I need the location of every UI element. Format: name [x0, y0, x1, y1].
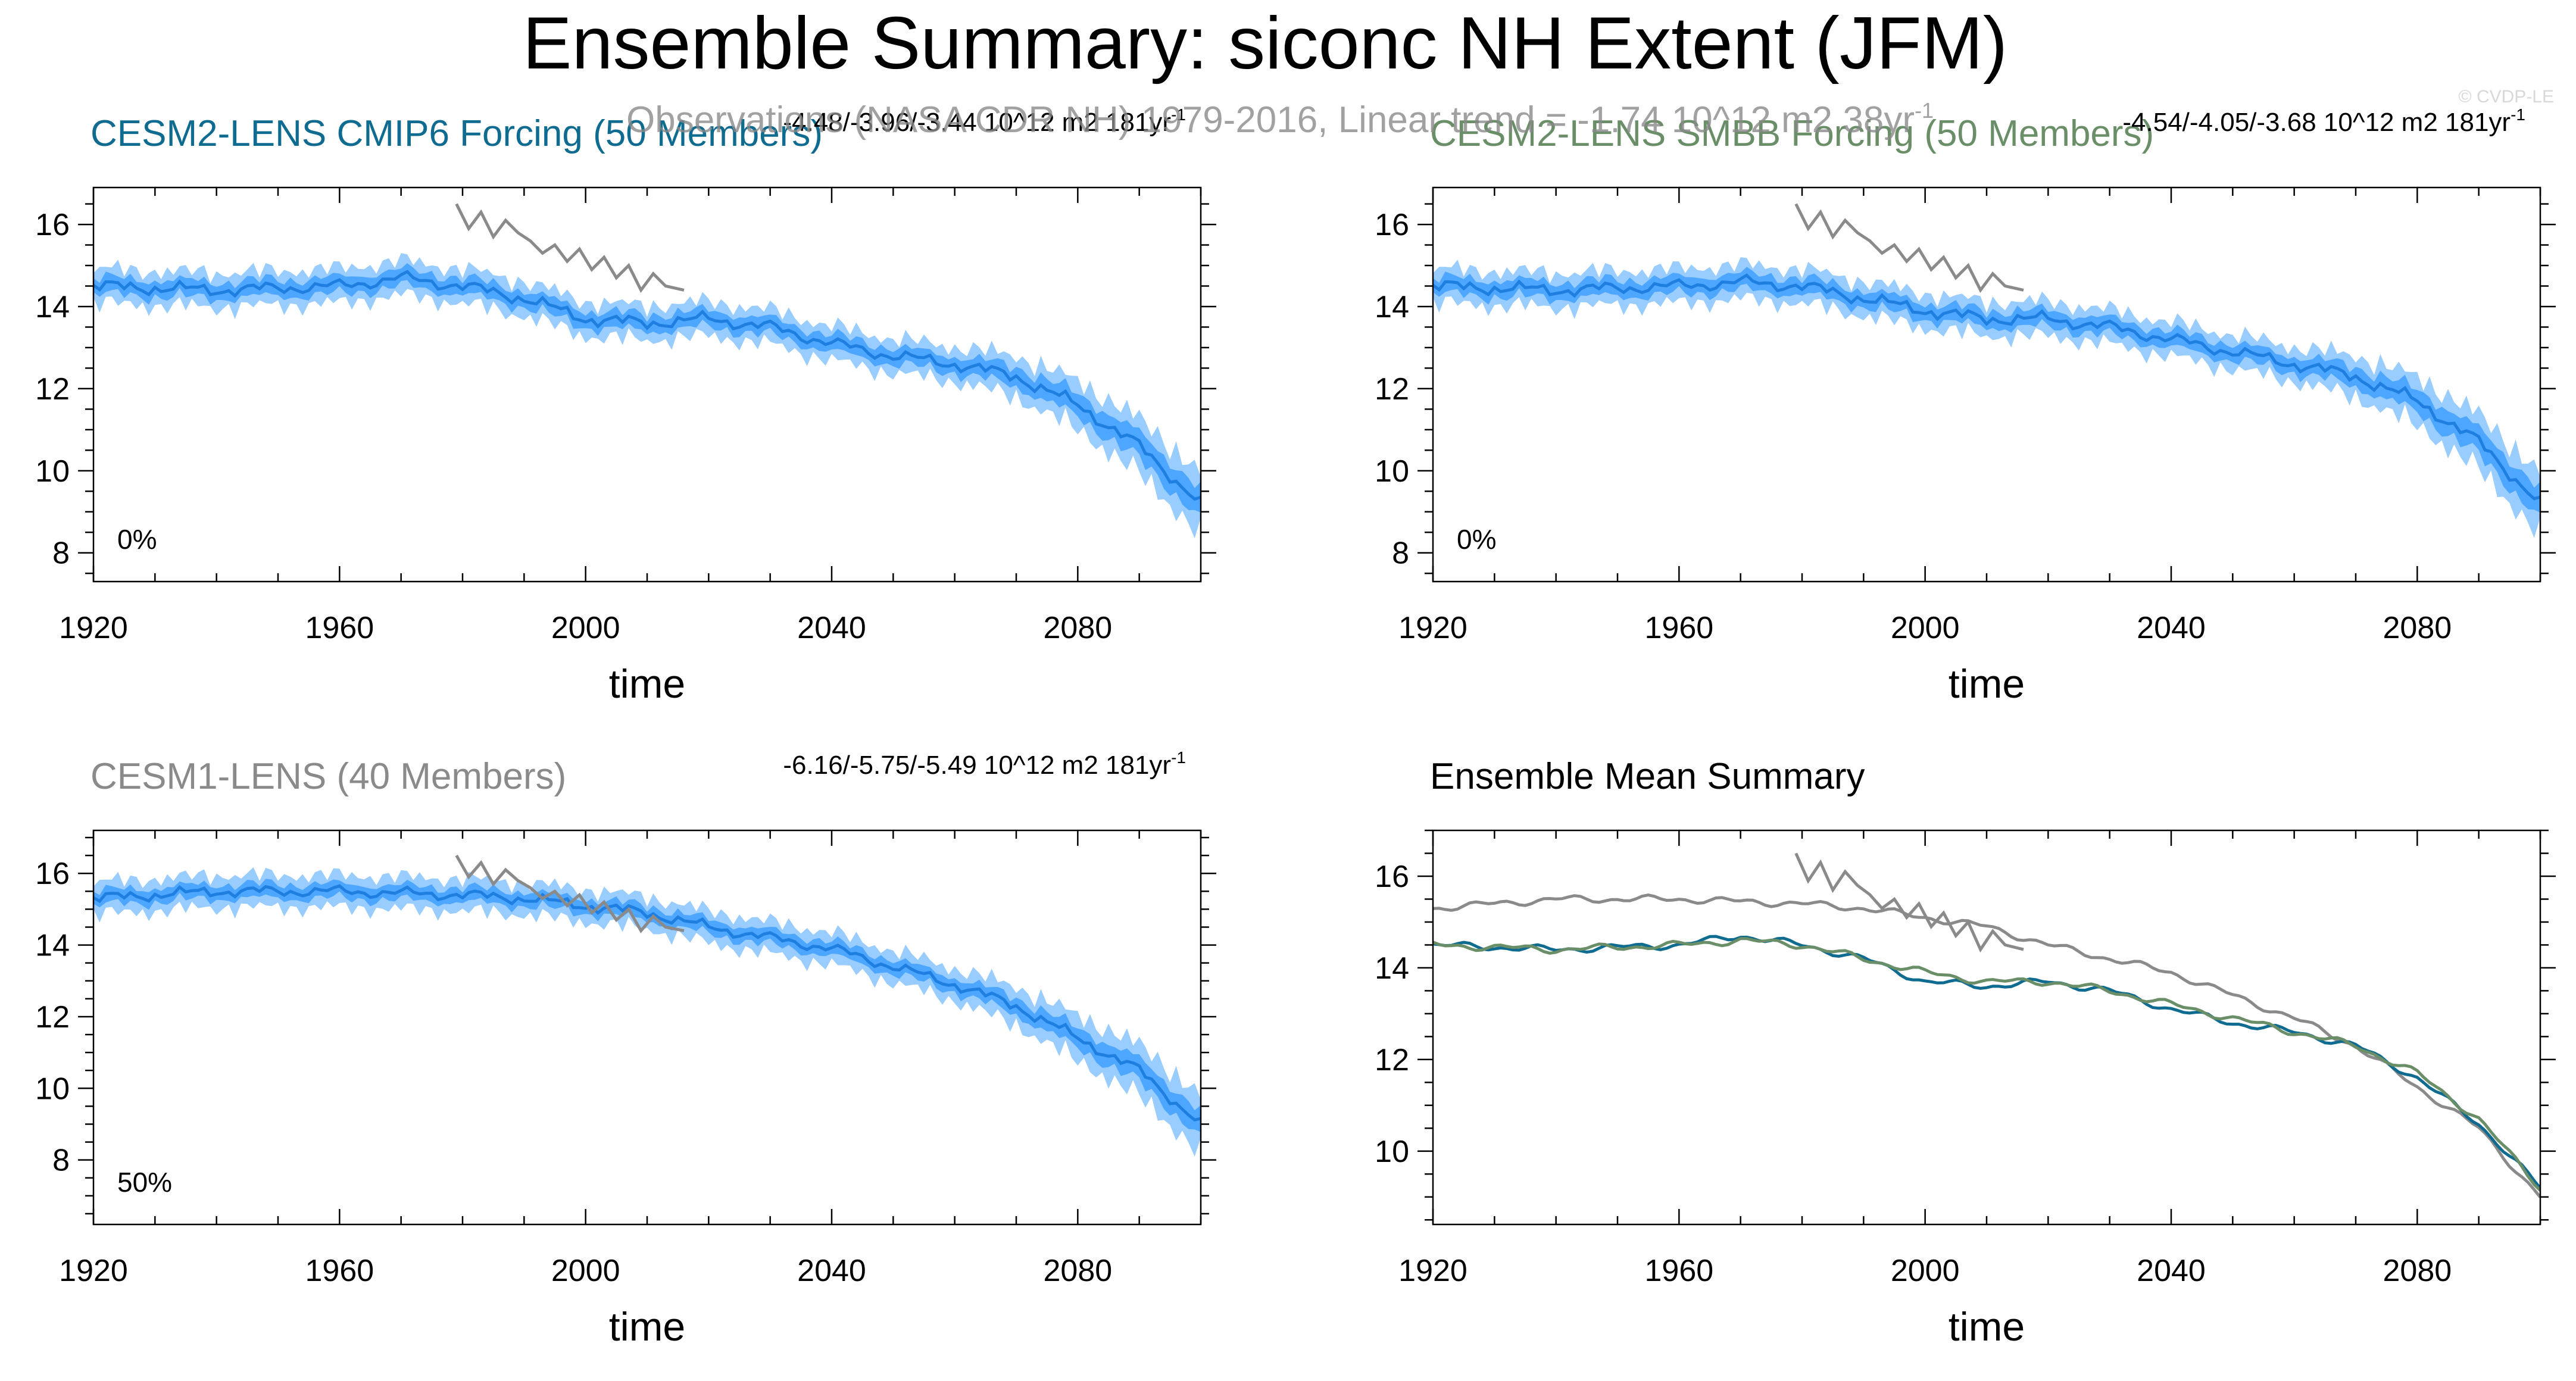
- percent-label: 50%: [117, 1167, 172, 1198]
- x-tick-label: 2040: [797, 1254, 866, 1288]
- observation-overlay: Observations (NASA CDR NH) 1979-2016, Li…: [626, 98, 1934, 140]
- x-tick-label: 2080: [1043, 611, 1112, 645]
- y-tick-label: 14: [1375, 951, 1409, 986]
- x-tick-label: 2000: [1891, 1254, 1960, 1288]
- observations-line: [1794, 203, 2024, 293]
- y-tick-label: 10: [1375, 1135, 1409, 1169]
- y-tick-label: 14: [1375, 290, 1409, 324]
- y-tick-label: 12: [1375, 1043, 1409, 1077]
- x-tick-label: 1920: [1398, 611, 1467, 645]
- plot-area: [1433, 852, 2540, 1198]
- trend-annotation: -4.48/-3.96/-3.44 10^12 m2 181yr-1: [783, 105, 1186, 137]
- y-tick-label: 10: [35, 1071, 70, 1106]
- ensemble-spread-inner: [93, 263, 1201, 513]
- trend-annotation-sup: -1: [1171, 748, 1186, 767]
- x-tick-label: 2080: [1043, 1254, 1112, 1288]
- plots-container: 1920 1960 2000 2040 2080 8 10 12 14 16 time CESM2-L…: [35, 105, 2556, 1349]
- y-tick-label: 10: [35, 454, 70, 489]
- x-tick-label: 1920: [1398, 1254, 1467, 1288]
- panel-subtitle: CESM2-LENS CMIP6 Forcing (50 Members): [90, 113, 823, 154]
- trend-annotation: -6.16/-5.75/-5.49 10^12 m2 181yr-1: [783, 748, 1186, 780]
- x-tick-label: 2000: [551, 1254, 620, 1288]
- ensemble-mean-line: [1433, 273, 2540, 501]
- x-tick-label: 2000: [551, 611, 620, 645]
- obs-overlay-text: Observations (NASA CDR NH) 1979-2016, Li…: [626, 99, 1915, 140]
- trend-annotation-sup: -1: [1171, 105, 1186, 124]
- y-tick-label: 16: [35, 208, 70, 242]
- figure-title: Ensemble Summary: siconc NH Extent (JFM): [523, 2, 2007, 85]
- x-tick-label: 2040: [2137, 1254, 2206, 1288]
- panel-subtitle: CESM1-LENS (40 Members): [90, 756, 566, 797]
- x-tick-label: 2040: [2137, 611, 2206, 645]
- x-tick-label: 1960: [305, 1254, 374, 1288]
- ensemble-mean-line: [93, 270, 1201, 501]
- y-tick-label: 16: [1375, 860, 1409, 894]
- plot-area: [93, 203, 1201, 539]
- trend-annotation: -4.54/-4.05/-3.68 10^12 m2 181yr-1: [2122, 105, 2525, 137]
- x-tick-label: 2040: [797, 611, 866, 645]
- y-tick-label: 8: [52, 1143, 70, 1178]
- x-axis-label: time: [1949, 1304, 2025, 1349]
- x-axis-label: time: [609, 1304, 685, 1349]
- trend-annotation-text: -6.16/-5.75/-5.49 10^12 m2 181yr: [783, 751, 1171, 780]
- panel-subtitle: CESM2-LENS SMBB Forcing (50 Members): [1430, 113, 2154, 154]
- y-tick-label: 14: [35, 290, 70, 324]
- x-tick-label: 2080: [2383, 611, 2452, 645]
- y-tick-label: 14: [35, 929, 70, 963]
- x-tick-label: 1960: [1644, 1254, 1713, 1288]
- trend-annotation-text: -4.54/-4.05/-3.68 10^12 m2 181yr: [2122, 108, 2511, 137]
- ensemble-spread-inner: [1433, 267, 2540, 513]
- chart-panel-4: 1920 1960 2000 2040 2080 10 12 14 16 time Ensemble…: [1375, 756, 2556, 1349]
- copyright-label: © CVDP-LE: [2459, 87, 2554, 107]
- chart-panel-2: 1920 1960 2000 2040 2080 8 10 12 14 16 time CESM2-L…: [1375, 105, 2556, 707]
- trend-annotation-sup: -1: [2511, 105, 2525, 124]
- plot-area: [93, 854, 1201, 1157]
- percent-label: 0%: [1457, 524, 1496, 555]
- panel-subtitle: Ensemble Mean Summary: [1430, 756, 1865, 797]
- x-tick-label: 2080: [2383, 1254, 2452, 1288]
- chart-panel-1: 1920 1960 2000 2040 2080 8 10 12 14 16 time CESM2-L…: [35, 105, 1216, 707]
- series-line-cesm2-lens-smbb-forcing: [1433, 937, 2540, 1192]
- series-line-observations: [1794, 852, 2024, 953]
- x-tick-label: 1920: [59, 611, 128, 645]
- axes-frame: [1432, 829, 2541, 1226]
- y-tick-label: 8: [1392, 536, 1409, 571]
- trend-annotation-text: -4.48/-3.96/-3.44 10^12 m2 181yr: [783, 108, 1171, 137]
- observations-line: [455, 854, 685, 933]
- y-tick-label: 12: [1375, 372, 1409, 407]
- y-tick-label: 8: [52, 536, 70, 571]
- x-axis-label: time: [1949, 661, 2025, 707]
- x-axis-label: time: [609, 661, 685, 707]
- chart-panel-3: 1920 1960 2000 2040 2080 8 10 12 14 16 time CESM1-L…: [35, 748, 1216, 1349]
- y-tick-label: 16: [1375, 208, 1409, 242]
- percent-label: 0%: [117, 524, 157, 555]
- plot-area: [1433, 203, 2540, 538]
- x-tick-label: 1920: [59, 1254, 128, 1288]
- y-tick-label: 16: [35, 857, 70, 891]
- y-tick-label: 10: [1375, 454, 1409, 489]
- ensemble-mean-line: [93, 884, 1201, 1121]
- x-tick-label: 1960: [1644, 611, 1713, 645]
- series-line-cesm2-lens-cmip6-forcing: [1433, 935, 2540, 1189]
- x-tick-label: 1960: [305, 611, 374, 645]
- ensemble-spread-outer: [93, 867, 1201, 1157]
- y-tick-label: 12: [35, 372, 70, 407]
- observations-line: [455, 203, 685, 293]
- obs-overlay-sup: -1: [1915, 98, 1934, 123]
- x-tick-label: 2000: [1891, 611, 1960, 645]
- y-tick-label: 12: [35, 1000, 70, 1035]
